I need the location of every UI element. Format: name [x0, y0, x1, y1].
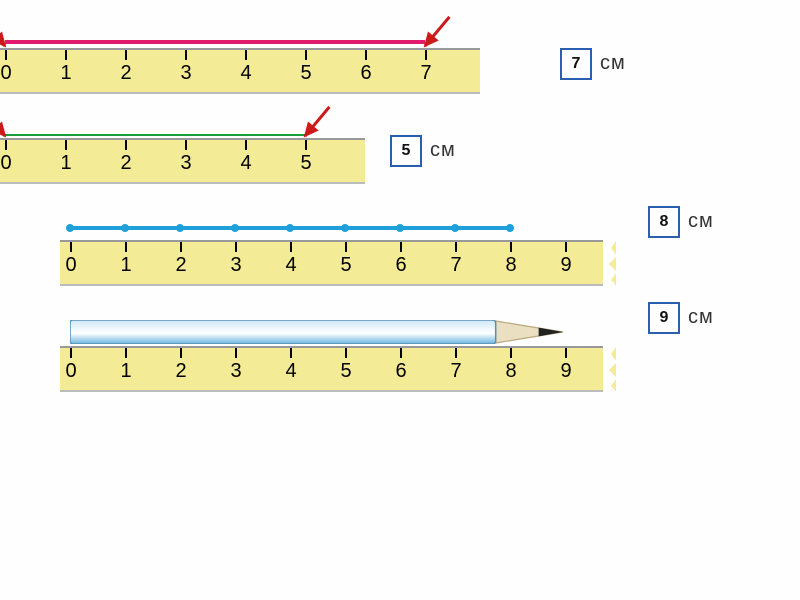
- ruler-torn-edge: [603, 240, 617, 286]
- ruler-tick: [235, 242, 237, 252]
- ruler-number: 4: [240, 62, 251, 85]
- ruler-tick: [125, 348, 127, 358]
- ruler-tick: [565, 348, 567, 358]
- ruler-tick: [400, 348, 402, 358]
- ruler-number: 2: [120, 152, 131, 175]
- ruler-tick: [565, 242, 567, 252]
- ruler-number: 4: [240, 152, 251, 175]
- measurement-row: 01234567899см: [0, 326, 800, 416]
- measurement-row: 0 1 2 3 4 5 6 7 7 см: [0, 28, 800, 118]
- ruler-tick: [455, 348, 457, 358]
- ruler-tick: [245, 140, 247, 150]
- ruler-number: 4: [285, 254, 296, 277]
- ruler-tick: [185, 140, 187, 150]
- ruler-tick: [65, 140, 67, 150]
- ruler-tick: [305, 50, 307, 60]
- ruler-number: 0: [0, 62, 11, 85]
- measured-line: [5, 134, 305, 136]
- ruler-number: 2: [120, 62, 131, 85]
- segment-dot: [66, 224, 74, 232]
- segment-dot: [121, 224, 129, 232]
- pencil: [70, 320, 565, 349]
- segment-dot: [341, 224, 349, 232]
- ruler: 0 1 2 3 4 5 6 7 8 9: [60, 346, 616, 392]
- segment-dot: [231, 224, 239, 232]
- ruler-number: 7: [450, 360, 461, 383]
- ruler-tick: [180, 242, 182, 252]
- ruler-number: 6: [395, 360, 406, 383]
- ruler-tick: [70, 348, 72, 358]
- unit-label: см: [600, 52, 626, 75]
- ruler-number: 7: [420, 62, 431, 85]
- ruler-tick: [235, 348, 237, 358]
- ruler-number: 5: [300, 62, 311, 85]
- ruler-number: 1: [60, 62, 71, 85]
- ruler: 0 1 2 3 4 5 6 7: [0, 48, 480, 94]
- ruler-number: 3: [180, 152, 191, 175]
- ruler-tick: [5, 50, 7, 60]
- segment-dot: [396, 224, 404, 232]
- unit-label: см: [688, 210, 714, 233]
- ruler-number: 2: [175, 360, 186, 383]
- measurement-row: 0 1 2 3 4 5 5 см: [0, 118, 800, 208]
- ruler-number: 3: [230, 360, 241, 383]
- segment-dot: [286, 224, 294, 232]
- answer-box[interactable]: 9: [648, 302, 680, 334]
- ruler-tick: [455, 242, 457, 252]
- ruler-number: 5: [300, 152, 311, 175]
- ruler-tick: [125, 242, 127, 252]
- ruler-tick: [65, 50, 67, 60]
- ruler-tick: [345, 348, 347, 358]
- ruler-number: 5: [340, 254, 351, 277]
- ruler-number: 9: [560, 254, 571, 277]
- ruler-tick: [185, 50, 187, 60]
- answer-box[interactable]: 5: [390, 135, 422, 167]
- segment-dot: [506, 224, 514, 232]
- ruler-number: 4: [285, 360, 296, 383]
- ruler-number: 2: [175, 254, 186, 277]
- segment-dot: [451, 224, 459, 232]
- ruler-tick: [5, 140, 7, 150]
- ruler-tick: [365, 50, 367, 60]
- ruler-tick: [345, 242, 347, 252]
- ruler-number: 0: [65, 360, 76, 383]
- ruler-number: 1: [120, 254, 131, 277]
- ruler-tick: [245, 50, 247, 60]
- answer-box[interactable]: 8: [648, 206, 680, 238]
- ruler: 0 1 2 3 4 5 6 7 8 9: [60, 240, 616, 286]
- ruler-tick: [290, 348, 292, 358]
- unit-label: см: [430, 139, 456, 162]
- ruler-number: 9: [560, 360, 571, 383]
- ruler-tick: [510, 242, 512, 252]
- ruler-number: 6: [395, 254, 406, 277]
- measurement-row: 01234567898см: [0, 220, 800, 310]
- ruler-tick: [305, 140, 307, 150]
- ruler-number: 6: [360, 62, 371, 85]
- ruler-number: 1: [120, 360, 131, 383]
- ruler-number: 8: [505, 360, 516, 383]
- ruler-number: 3: [230, 254, 241, 277]
- ruler-number: 5: [340, 360, 351, 383]
- unit-label: см: [688, 306, 714, 329]
- ruler-tick: [425, 50, 427, 60]
- ruler-torn-edge: [603, 346, 617, 392]
- ruler-number: 3: [180, 62, 191, 85]
- ruler-tick: [510, 348, 512, 358]
- ruler-tick: [125, 140, 127, 150]
- answer-box[interactable]: 7: [560, 48, 592, 80]
- ruler-number: 0: [65, 254, 76, 277]
- ruler-tick: [125, 50, 127, 60]
- ruler-tick: [70, 242, 72, 252]
- ruler-number: 7: [450, 254, 461, 277]
- ruler: 0 1 2 3 4 5: [0, 138, 365, 184]
- measured-line: [5, 40, 425, 44]
- ruler-number: 0: [0, 152, 11, 175]
- ruler-tick: [400, 242, 402, 252]
- segment-dot: [176, 224, 184, 232]
- ruler-number: 1: [60, 152, 71, 175]
- ruler-number: 8: [505, 254, 516, 277]
- ruler-tick: [180, 348, 182, 358]
- ruler-tick: [290, 242, 292, 252]
